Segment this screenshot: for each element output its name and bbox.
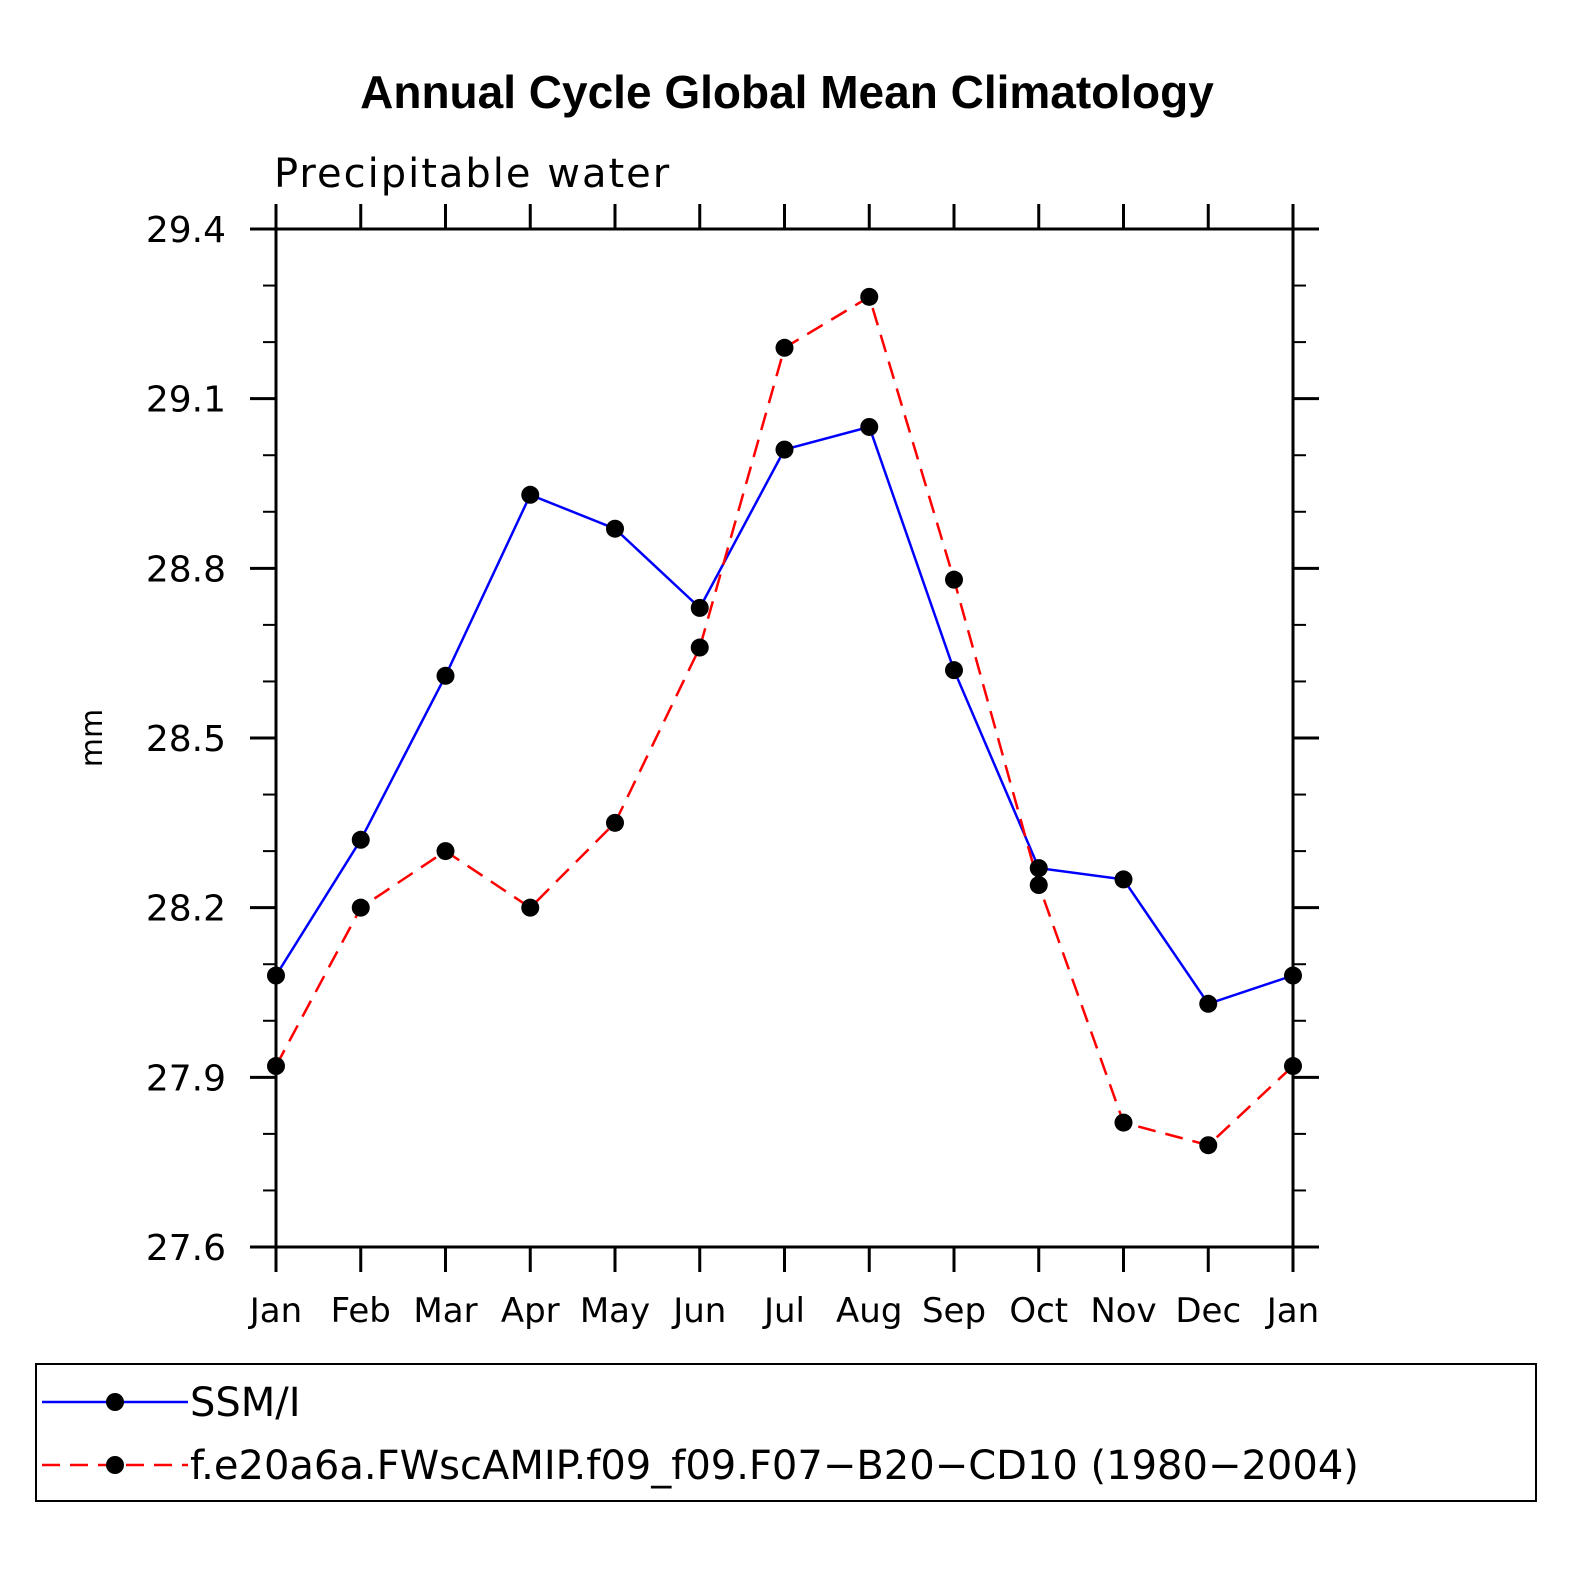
x-tick-label: Aug [836, 1291, 902, 1331]
chart-subtitle: Precipitable water [274, 151, 671, 197]
series-0-point [690, 598, 709, 617]
y-tick-label: 29.1 [146, 380, 226, 421]
series-0-point [945, 661, 963, 680]
series-1-point [351, 898, 370, 917]
legend-marker-ssmi [106, 1393, 124, 1411]
series-1-point [1199, 1136, 1218, 1155]
series-0-point [606, 519, 624, 538]
legend-marker-model [106, 1456, 124, 1474]
series-1-point [1284, 1057, 1302, 1076]
x-tick-label: Sep [922, 1291, 986, 1331]
series-0-point [1199, 994, 1218, 1013]
y-tick-label: 28.2 [146, 889, 226, 930]
series-1-point [267, 1057, 285, 1076]
x-tick-label: Apr [501, 1291, 560, 1331]
series-1-point [1114, 1113, 1133, 1132]
y-tick-label: 28.8 [146, 549, 226, 590]
plot-frame [274, 227, 1295, 1249]
series-1-point [436, 842, 455, 861]
y-axis-label: mm [75, 709, 110, 767]
series-line-0 [274, 425, 1294, 1006]
x-tick-label: Feb [331, 1291, 391, 1331]
series-1-point [775, 338, 794, 357]
x-tick-label: Oct [1009, 1291, 1068, 1331]
series-0-point [860, 417, 879, 436]
series-line-1 [274, 295, 1294, 1147]
series-0-point [1029, 859, 1048, 878]
x-tick-label: Dec [1175, 1291, 1241, 1331]
y-tick-label: 29.4 [146, 210, 226, 251]
series-0-point [351, 830, 370, 849]
series-1-point [945, 570, 963, 589]
x-tick-label: Jan [248, 1291, 302, 1331]
legend: SSM/I f.e20a6a.FWscAMIP.f09_f09.F07−B20−… [35, 1363, 1537, 1502]
series-1-point [521, 898, 540, 917]
chart-title: Annual Cycle Global Mean Climatology [360, 66, 1214, 118]
series-1-point [860, 287, 879, 306]
x-tick-label: May [580, 1291, 650, 1331]
series-0-point [436, 666, 455, 685]
x-tick-label: Nov [1090, 1291, 1156, 1331]
series-0-point [1114, 870, 1133, 889]
x-tick-label: Jun [671, 1291, 726, 1331]
series-1-point [606, 813, 624, 832]
y-tick-label: 27.6 [146, 1228, 226, 1269]
y-tick-label: 27.9 [146, 1058, 226, 1099]
legend-label-model: f.e20a6a.FWscAMIP.f09_f09.F07−B20−CD10 (… [190, 1443, 1359, 1489]
series-0-point [1284, 966, 1302, 985]
x-tick-label: Jan [1265, 1291, 1319, 1331]
series-layer [267, 287, 1302, 1155]
axis-ticks: Jan Feb Mar Apr May Jun Jul Aug Sep Oct Nov Dec Jan 2… [146, 204, 1319, 1331]
series-0-point [775, 440, 794, 459]
series-1-point [1029, 876, 1048, 895]
legend-label-ssmi: SSM/I [190, 1380, 301, 1426]
x-tick-label: Mar [413, 1291, 477, 1331]
series-0-point [521, 485, 540, 504]
series-1-point [690, 638, 709, 657]
y-tick-label: 28.5 [146, 719, 226, 760]
series-0-point [267, 966, 285, 985]
legend-box [35, 1363, 1537, 1502]
x-tick-label: Jul [762, 1291, 805, 1331]
